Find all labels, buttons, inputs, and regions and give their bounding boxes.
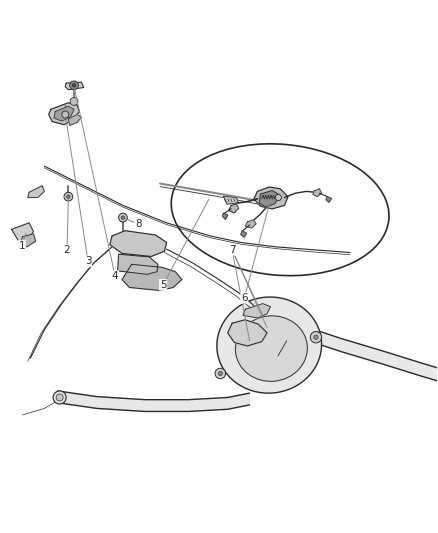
Polygon shape: [254, 187, 288, 209]
Circle shape: [56, 394, 63, 401]
Circle shape: [72, 84, 76, 87]
Circle shape: [215, 368, 226, 379]
Text: 1: 1: [18, 240, 25, 251]
Polygon shape: [326, 197, 332, 203]
Circle shape: [276, 195, 282, 200]
Text: 3: 3: [85, 256, 92, 266]
Polygon shape: [12, 223, 33, 240]
Circle shape: [218, 372, 223, 376]
Text: 4: 4: [112, 271, 118, 281]
Polygon shape: [223, 196, 239, 204]
Circle shape: [314, 335, 318, 340]
Ellipse shape: [171, 144, 389, 276]
Polygon shape: [241, 231, 247, 237]
Polygon shape: [68, 115, 81, 125]
Polygon shape: [49, 103, 79, 125]
Circle shape: [310, 332, 321, 343]
Circle shape: [67, 195, 70, 198]
Polygon shape: [57, 391, 250, 411]
Circle shape: [62, 111, 69, 118]
Text: 7: 7: [229, 245, 235, 255]
Ellipse shape: [217, 297, 321, 393]
Circle shape: [70, 81, 78, 90]
Circle shape: [121, 216, 125, 220]
Ellipse shape: [235, 316, 307, 381]
Polygon shape: [122, 264, 182, 290]
Polygon shape: [229, 204, 239, 213]
Circle shape: [119, 213, 127, 222]
Polygon shape: [223, 213, 228, 220]
Circle shape: [70, 98, 78, 106]
Polygon shape: [65, 82, 84, 90]
Text: 8: 8: [135, 219, 141, 229]
Text: 2: 2: [64, 245, 71, 255]
Circle shape: [53, 391, 66, 404]
Polygon shape: [250, 308, 437, 381]
Polygon shape: [259, 190, 279, 207]
Text: 5: 5: [160, 280, 166, 290]
Polygon shape: [118, 254, 158, 274]
Polygon shape: [228, 320, 267, 346]
Polygon shape: [28, 185, 44, 198]
Polygon shape: [20, 234, 35, 247]
Polygon shape: [313, 189, 321, 197]
Polygon shape: [243, 304, 271, 318]
Circle shape: [64, 192, 73, 201]
Polygon shape: [245, 220, 256, 228]
Polygon shape: [54, 106, 74, 121]
Text: 6: 6: [241, 293, 247, 303]
Polygon shape: [110, 231, 166, 256]
